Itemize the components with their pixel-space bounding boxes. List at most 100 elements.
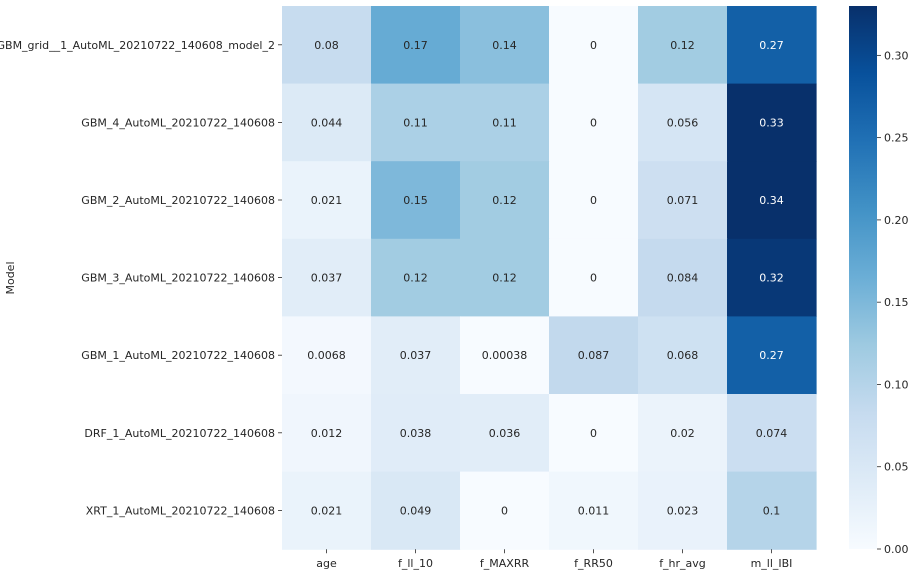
cell-annotation: 0.08 xyxy=(314,39,339,52)
y-tick-label: DRF_1_AutoML_20210722_140608 xyxy=(84,427,275,440)
cell-annotation: 0 xyxy=(590,194,597,207)
cell-annotation: 0.074 xyxy=(756,427,788,440)
cell-annotation: 0.084 xyxy=(667,272,699,285)
heatmap-cell xyxy=(549,6,639,85)
heatmap-cell xyxy=(727,316,817,395)
y-tick-label: XRT_1_AutoML_20210722_140608 xyxy=(86,504,275,517)
heatmap-cell xyxy=(371,471,461,550)
cell-annotation: 0.12 xyxy=(670,39,695,52)
heatmap-cell xyxy=(282,316,372,395)
cell-annotation: 0.02 xyxy=(670,427,695,440)
heatmap-cell xyxy=(638,316,728,395)
heatmap-cell xyxy=(460,83,550,162)
heatmap-cell xyxy=(460,394,550,473)
heatmap-cell xyxy=(727,83,817,162)
cell-annotation: 0.14 xyxy=(492,39,517,52)
x-tick-label: f_hr_avg xyxy=(659,557,706,570)
heatmap-cell xyxy=(549,238,639,317)
heatmap-cell xyxy=(727,238,817,317)
x-tick-label: f_RR50 xyxy=(574,557,613,570)
cell-annotation: 0.00038 xyxy=(482,349,528,362)
cell-annotations: 0.08 0.17 0.14 0 0.12 0.27 0.044 0.11 0.11 0 0.056… xyxy=(307,39,787,518)
heatmap-cells xyxy=(282,6,817,550)
cell-annotation: 0.11 xyxy=(492,116,517,129)
x-tick-label: age xyxy=(316,557,337,570)
cell-annotation: 0 xyxy=(590,272,597,285)
cell-annotation: 0.32 xyxy=(759,272,784,285)
heatmap-cell xyxy=(549,471,639,550)
heatmap-cell xyxy=(460,6,550,85)
colorbar-tick-label: 0.05 xyxy=(884,461,909,474)
cell-annotation: 0.021 xyxy=(311,504,343,517)
cell-annotation: 0.071 xyxy=(667,194,699,207)
heatmap-cell xyxy=(371,394,461,473)
colorbar-tick-label: 0.20 xyxy=(884,214,909,227)
cell-annotation: 0.037 xyxy=(400,349,432,362)
heatmap-cell xyxy=(460,316,550,395)
heatmap-cell xyxy=(282,161,372,240)
y-axis-ticks: GBM_grid__1_AutoML_20210722_140608_model… xyxy=(0,39,282,517)
cell-annotation: 0.021 xyxy=(311,194,343,207)
heatmap-cell xyxy=(638,161,728,240)
cell-annotation: 0.049 xyxy=(400,504,432,517)
heatmap-cell xyxy=(549,83,639,162)
heatmap-cell xyxy=(638,238,728,317)
colorbar-ticks: 0.00 0.05 0.10 0.15 0.20 0.25 0.30 xyxy=(877,49,909,556)
heatmap-cell xyxy=(371,161,461,240)
x-axis-ticks: age f_ll_10 f_MAXRR f_RR50 f_hr_avg m_ll_IBI xyxy=(316,549,792,570)
y-tick-label: GBM_2_AutoML_20210722_140608 xyxy=(81,194,275,207)
heatmap-cell xyxy=(282,471,372,550)
heatmap-cell xyxy=(549,394,639,473)
heatmap-cell xyxy=(727,6,817,85)
heatmap-cell xyxy=(638,394,728,473)
cell-annotation: 0.038 xyxy=(400,427,432,440)
cell-annotation: 0.011 xyxy=(578,504,610,517)
colorbar xyxy=(849,6,877,549)
cell-annotation: 0.27 xyxy=(759,349,784,362)
cell-annotation: 0.068 xyxy=(667,349,699,362)
y-tick-label: GBM_1_AutoML_20210722_140608 xyxy=(81,349,275,362)
cell-annotation: 0.0068 xyxy=(307,349,346,362)
cell-annotation: 0.34 xyxy=(759,194,784,207)
x-tick-label: f_MAXRR xyxy=(480,557,530,570)
colorbar-tick-label: 0.10 xyxy=(884,378,909,391)
colorbar-tick-label: 0.25 xyxy=(884,132,909,145)
heatmap-cell xyxy=(549,161,639,240)
cell-annotation: 0.33 xyxy=(759,116,784,129)
cell-annotation: 0 xyxy=(501,504,508,517)
cell-annotation: 0.12 xyxy=(492,194,517,207)
heatmap-cell xyxy=(727,161,817,240)
heatmap-cell xyxy=(282,394,372,473)
colorbar-tick-label: 0.15 xyxy=(884,296,909,309)
cell-annotation: 0.1 xyxy=(763,504,781,517)
heatmap-cell xyxy=(282,6,372,85)
cell-annotation: 0 xyxy=(590,116,597,129)
heatmap-cell xyxy=(371,316,461,395)
heatmap-cell xyxy=(282,83,372,162)
heatmap-cell xyxy=(638,471,728,550)
cell-annotation: 0.036 xyxy=(489,427,521,440)
heatmap-cell xyxy=(727,471,817,550)
y-tick-label: GBM_grid__1_AutoML_20210722_140608_model… xyxy=(0,39,275,52)
cell-annotation: 0.044 xyxy=(311,116,343,129)
heatmap-cell xyxy=(638,6,728,85)
cell-annotation: 0.087 xyxy=(578,349,610,362)
cell-annotation: 0.15 xyxy=(403,194,428,207)
heatmap-cell xyxy=(371,238,461,317)
heatmap-cell xyxy=(460,471,550,550)
heatmap-cell xyxy=(727,394,817,473)
heatmap-cell xyxy=(460,161,550,240)
cell-annotation: 0.11 xyxy=(403,116,428,129)
cell-annotation: 0.023 xyxy=(667,504,699,517)
x-tick-label: f_ll_10 xyxy=(398,557,433,570)
cell-annotation: 0 xyxy=(590,427,597,440)
heatmap-cell xyxy=(282,238,372,317)
cell-annotation: 0.012 xyxy=(311,427,343,440)
colorbar-tick-label: 0.00 xyxy=(884,543,909,556)
colorbar-tick-label: 0.30 xyxy=(884,49,909,62)
cell-annotation: 0.037 xyxy=(311,272,343,285)
y-axis-label: Model xyxy=(4,261,17,294)
x-tick-label: m_ll_IBI xyxy=(751,557,793,570)
y-tick-label: GBM_3_AutoML_20210722_140608 xyxy=(81,272,275,285)
heatmap-cell xyxy=(549,316,639,395)
